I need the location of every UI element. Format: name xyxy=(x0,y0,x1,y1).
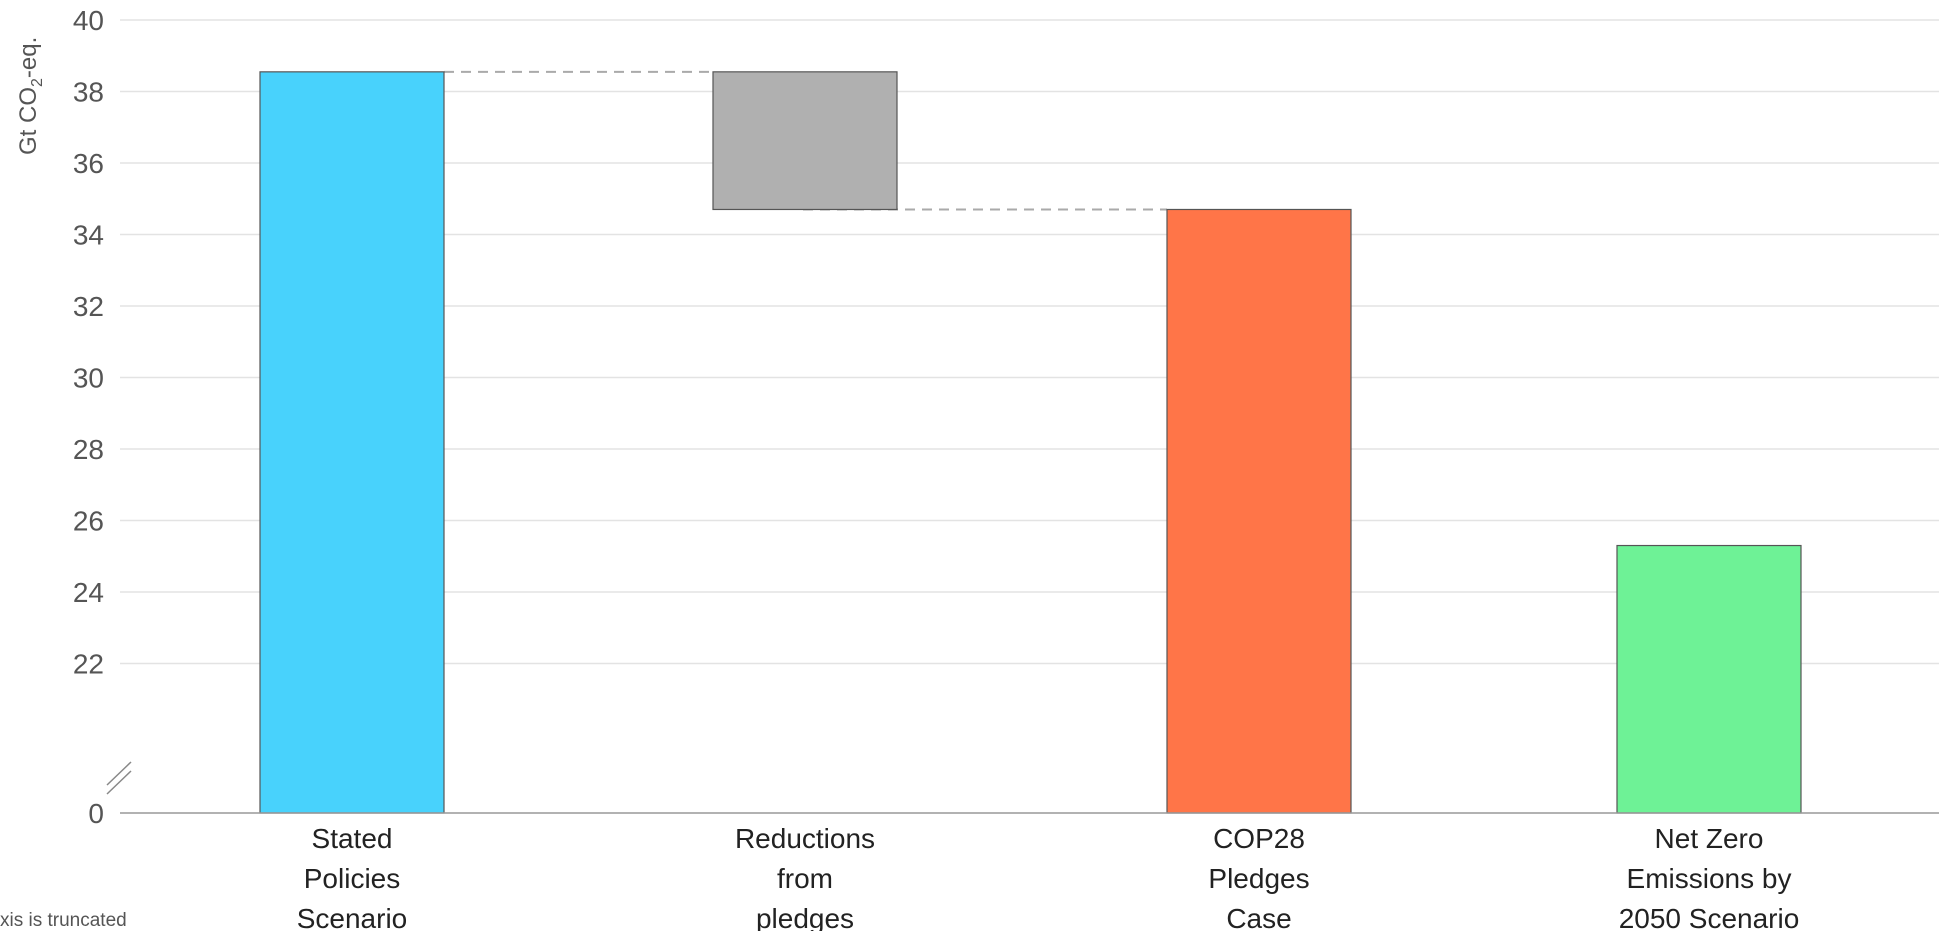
bar xyxy=(1616,544,1802,814)
category-label: Emissions by xyxy=(1627,863,1792,894)
y-axis-title-main: Gt CO xyxy=(15,87,42,155)
y-tick-label: 28 xyxy=(73,434,104,465)
category-label: Scenario xyxy=(297,903,408,931)
category-label: Pledges xyxy=(1208,863,1309,894)
y-tick-label: 34 xyxy=(73,220,104,251)
category-labels: Stated Policies Scenario Reductions from pled… xyxy=(297,823,1800,931)
bar xyxy=(712,71,898,211)
category-label: Policies xyxy=(304,863,400,894)
category-label: COP28 xyxy=(1213,823,1305,854)
y-tick-label: 24 xyxy=(73,577,104,608)
category-label: pledges xyxy=(756,903,854,931)
break-stroke xyxy=(106,761,132,786)
category-label: 2050 Scenario xyxy=(1619,903,1800,931)
y-tick-label: 36 xyxy=(73,148,104,179)
y-axis-title-end: -eq. xyxy=(15,37,42,78)
y-tick-label: 30 xyxy=(73,363,104,394)
category-label: Stated xyxy=(312,823,393,854)
y-tick-label: 32 xyxy=(73,291,104,322)
bars xyxy=(259,71,1802,814)
y-tick-labels: 0 22 24 26 28 30 32 34 36 38 40 xyxy=(73,5,104,829)
category-label: Reductions xyxy=(735,823,875,854)
axis-break-icon xyxy=(106,761,132,795)
category-label: Case xyxy=(1226,903,1291,931)
bar xyxy=(1166,208,1352,814)
bar xyxy=(259,71,445,814)
category-label: Net Zero xyxy=(1655,823,1764,854)
y-axis-title: Gt CO2-eq. xyxy=(15,37,46,155)
y-axis-title-subscript: 2 xyxy=(29,78,46,87)
category-label: from xyxy=(777,863,833,894)
footnote: xis is truncated xyxy=(0,910,127,931)
y-tick-label: 40 xyxy=(73,5,104,36)
y-tick-label: 0 xyxy=(88,798,104,829)
break-stroke xyxy=(106,770,132,795)
y-tick-label: 38 xyxy=(73,77,104,108)
y-tick-label: 22 xyxy=(73,649,104,680)
y-tick-label: 26 xyxy=(73,506,104,537)
